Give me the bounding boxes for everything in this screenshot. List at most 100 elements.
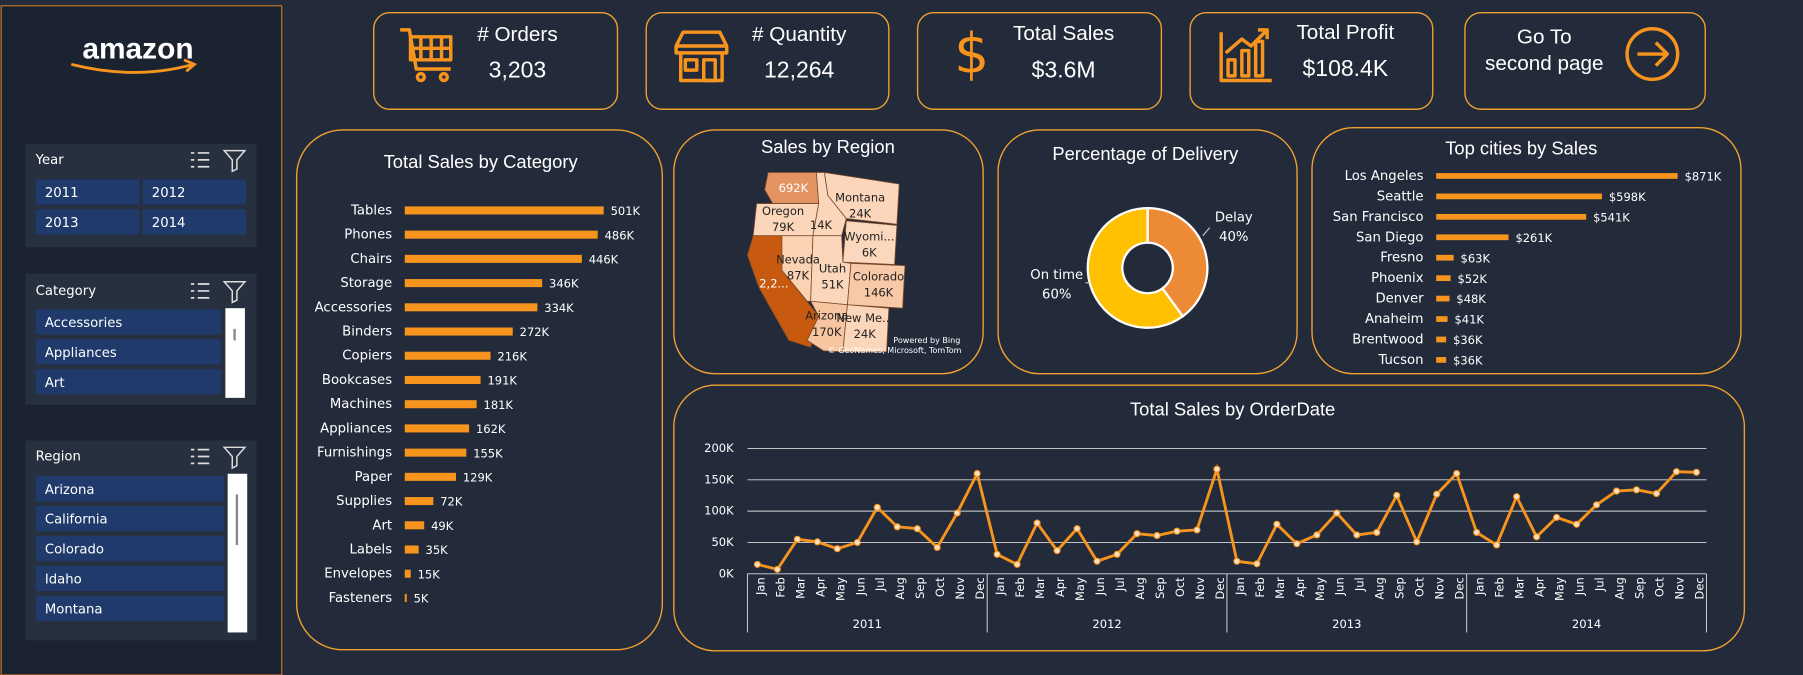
x-tick-label: Dec	[1213, 577, 1227, 599]
donut-slice	[1146, 206, 1209, 318]
multi-select-icon[interactable]	[190, 448, 210, 465]
data-point	[1672, 468, 1681, 476]
slicer-item[interactable]	[35, 309, 221, 335]
region[interactable]	[823, 172, 900, 225]
slicer-item[interactable]	[142, 209, 247, 235]
clear-filter-icon[interactable]	[222, 446, 247, 470]
slicer-item[interactable]	[35, 535, 225, 562]
slicer-item[interactable]	[142, 179, 247, 205]
category-label: Accessories	[315, 300, 393, 315]
arrow-icon[interactable]	[1625, 27, 1680, 82]
category-label: Phoenix	[1371, 271, 1424, 286]
category-label: Tables	[350, 203, 392, 218]
slicer-item-label[interactable]: 2014	[152, 216, 186, 231]
kpi-value: $3.6M	[1032, 56, 1096, 82]
multi-select-icon[interactable]	[190, 152, 210, 168]
data-label: 216K	[497, 349, 527, 363]
x-tick-label: Mar	[793, 577, 807, 599]
data-point	[1073, 525, 1081, 533]
nav-card[interactable]	[1464, 11, 1706, 110]
slicer-item-label[interactable]: Colorado	[45, 543, 104, 558]
slice-label: On time	[1030, 268, 1083, 283]
x-tick-label: Apr	[1293, 577, 1307, 597]
slicer-item-label[interactable]: Art	[45, 376, 65, 391]
data-label: 486K	[605, 228, 635, 242]
x-tick-label: May	[833, 577, 847, 601]
slicer-item-label[interactable]: 2013	[45, 216, 79, 231]
bar	[404, 521, 425, 530]
data-point	[873, 503, 881, 511]
data-point	[1053, 547, 1061, 555]
data-point	[1173, 527, 1181, 535]
slicer-item-label[interactable]: Arizona	[45, 483, 95, 498]
data-point	[1153, 532, 1161, 540]
slicer-item[interactable]	[35, 339, 221, 365]
region-name: Montana	[835, 190, 885, 204]
bar	[404, 327, 513, 336]
x-tick-label: Jan	[993, 577, 1007, 596]
x-tick-label: Mar	[1273, 577, 1287, 599]
clear-filter-icon[interactable]	[222, 280, 247, 304]
data-point	[753, 560, 761, 568]
data-point	[1533, 533, 1541, 541]
region-value: 51K	[821, 278, 844, 292]
data-point	[853, 538, 861, 547]
x-tick-label: Aug	[1612, 577, 1626, 599]
slicer-item-label[interactable]: California	[45, 513, 108, 528]
multi-select-icon[interactable]	[190, 283, 210, 299]
x-tick-label: Oct	[1413, 577, 1427, 597]
slicer-item[interactable]	[35, 505, 225, 532]
clear-filter-icon[interactable]	[222, 149, 247, 173]
slicer-item-label[interactable]: Accessories	[45, 316, 123, 331]
data-point	[833, 545, 841, 553]
slicer-item[interactable]	[35, 369, 221, 395]
x-tick-label: Mar	[1513, 577, 1527, 599]
data-point	[1113, 550, 1121, 558]
logo: amazon	[82, 32, 193, 65]
region[interactable]	[842, 220, 898, 265]
data-point	[1273, 520, 1281, 528]
slicer-item[interactable]	[35, 565, 225, 592]
slicer-item-label[interactable]: Montana	[45, 602, 103, 617]
x-tick-label: Feb	[1493, 577, 1507, 597]
slicer-item-label[interactable]: Appliances	[45, 346, 117, 361]
slicer-item[interactable]	[35, 179, 140, 205]
data-label: $63K	[1461, 251, 1491, 265]
region-value: 79K	[772, 220, 795, 234]
x-tick-label: Jul	[1113, 577, 1127, 592]
slicer-item[interactable]	[35, 476, 225, 502]
slicer-item-label[interactable]: Idaho	[45, 573, 82, 588]
x-tick-label: Feb	[773, 577, 787, 597]
kpi-label: # Quantity	[752, 23, 847, 46]
slicer-item[interactable]	[35, 595, 225, 621]
region[interactable]	[842, 304, 890, 353]
slice-value: 60%	[1042, 287, 1071, 302]
bar	[404, 472, 456, 481]
category-label: Fresno	[1380, 251, 1423, 266]
nav-label[interactable]: second page	[1485, 52, 1603, 75]
region[interactable]	[847, 262, 906, 309]
slicer-item-label[interactable]: 2012	[152, 186, 186, 201]
bar	[404, 424, 470, 433]
x-tick-label: Jul	[1353, 577, 1367, 592]
slicer-item-label[interactable]: 2011	[45, 186, 79, 201]
y-tick-label: 0K	[719, 566, 734, 580]
bar	[1436, 336, 1447, 343]
nav-label[interactable]: Go To	[1517, 25, 1572, 48]
data-label: 15K	[418, 567, 441, 581]
year-label: 2012	[1092, 617, 1121, 631]
slicer-item[interactable]	[35, 209, 140, 235]
map-attribution: Powered by Bing	[893, 336, 960, 345]
data-label: $871K	[1685, 170, 1722, 184]
scroll-thumb	[233, 328, 236, 341]
data-point	[1572, 520, 1581, 528]
data-point	[1313, 531, 1321, 539]
bar	[1436, 254, 1454, 261]
data-point	[1133, 530, 1141, 538]
region[interactable]	[781, 235, 814, 302]
x-tick-label: Sep	[1393, 577, 1407, 599]
bar	[1436, 213, 1587, 220]
region-value: 170K	[812, 325, 842, 339]
x-tick-label: May	[1073, 577, 1087, 601]
